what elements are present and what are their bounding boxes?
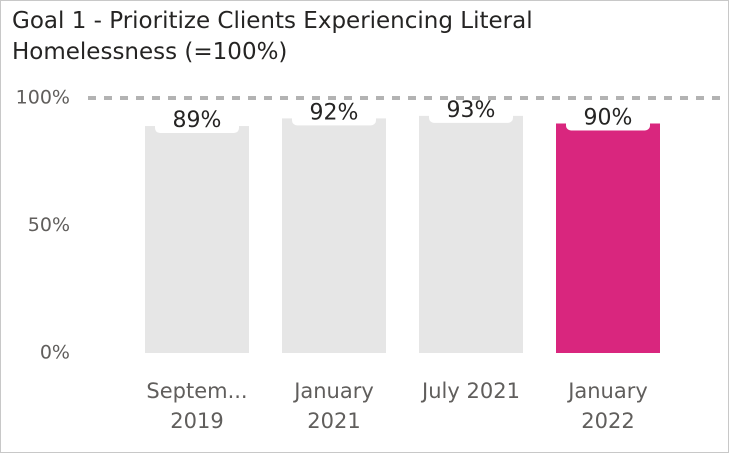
- x-tick-label: Septem... 2019: [146, 379, 248, 433]
- data-label: 93%: [447, 98, 496, 123]
- data-label-bg: [292, 101, 376, 126]
- x-tick-label: January 2022: [568, 379, 648, 433]
- bar: [556, 123, 660, 353]
- bar: [419, 115, 523, 353]
- data-label: 92%: [310, 100, 359, 125]
- data-label-bg: [429, 98, 513, 123]
- bar: [145, 126, 249, 353]
- data-label-bg: [155, 109, 239, 134]
- data-label: 90%: [584, 106, 633, 131]
- y-tick-label: 100%: [16, 87, 70, 109]
- x-tick-label: January 2021: [294, 379, 374, 433]
- data-label: 89%: [173, 108, 222, 133]
- y-tick-label: 0%: [40, 342, 70, 364]
- y-tick-label: 50%: [28, 214, 70, 236]
- data-label-bg: [566, 106, 650, 131]
- chart-title: Goal 1 - Prioritize Clients Experiencing…: [12, 8, 533, 65]
- x-tick-label: July 2021: [422, 379, 520, 403]
- bar: [282, 118, 386, 354]
